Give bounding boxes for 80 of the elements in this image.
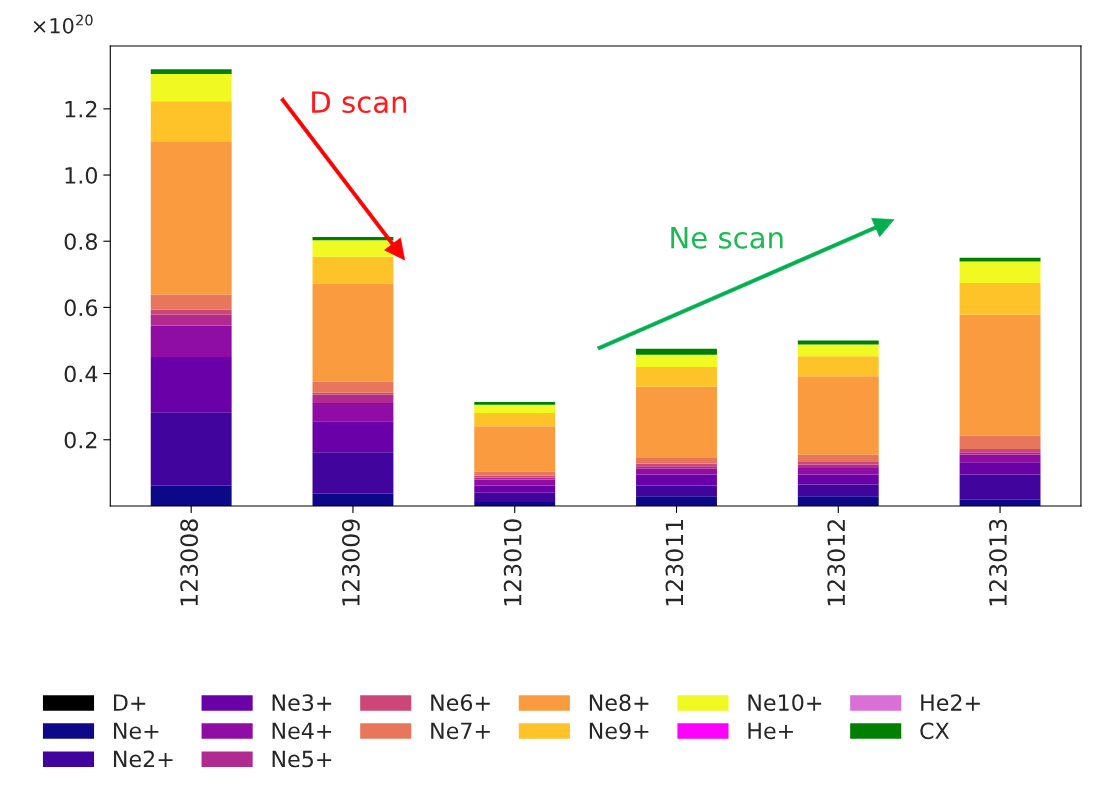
bar	[636, 348, 717, 355]
bar	[474, 402, 556, 405]
x-tick-label: 123009	[341, 519, 360, 606]
legend-label: Ne+	[114, 722, 159, 740]
bar	[312, 240, 394, 257]
bar	[312, 452, 394, 494]
x-tick-label: 123010	[503, 519, 522, 606]
text: ×10$^{20}$	[33, 14, 93, 34]
bar	[150, 325, 232, 358]
bar	[636, 366, 717, 387]
bar	[150, 412, 232, 486]
legend-label: Ne2+	[114, 750, 173, 768]
bar	[636, 496, 717, 506]
x-tick-label: 123011	[665, 519, 684, 606]
bar	[312, 283, 394, 382]
bar	[474, 485, 556, 493]
bar	[636, 386, 717, 458]
x-tick-label: 123013	[989, 519, 1007, 606]
bar	[959, 462, 1041, 475]
bar	[959, 282, 1041, 315]
bar	[150, 314, 232, 326]
bar	[150, 485, 232, 506]
x-tick-label: 123012	[827, 520, 846, 606]
legend-label: Ne8+	[589, 694, 649, 712]
bar	[797, 376, 879, 455]
bar	[797, 454, 879, 462]
bar	[797, 344, 879, 357]
legend-label: He2+	[921, 694, 980, 712]
legend-label: D+	[114, 694, 146, 711]
bar	[797, 496, 879, 506]
bar	[312, 403, 394, 422]
y-tick-label: 1.2	[65, 100, 97, 118]
legend-label: CX	[920, 722, 950, 740]
bar	[312, 394, 394, 404]
bar	[636, 485, 717, 497]
legend-label: Ne7+	[431, 722, 490, 740]
legend-label: Ne9+	[589, 722, 649, 740]
bar	[636, 457, 717, 464]
bar	[150, 101, 232, 142]
bar	[474, 412, 556, 427]
legend-label: Ne3+	[272, 694, 332, 712]
bar	[797, 467, 879, 475]
y-tick-label: 1.0	[65, 166, 98, 184]
bar	[474, 479, 556, 486]
y-tick-label: 0.6	[64, 299, 98, 317]
bar	[474, 426, 556, 472]
y-tick-label: 0.2	[64, 431, 97, 449]
bar	[150, 74, 232, 102]
legend-label: Ne10+	[748, 694, 822, 712]
bar	[797, 356, 879, 377]
bar	[150, 357, 232, 413]
legend-label: Ne5+	[272, 750, 332, 768]
bar	[797, 484, 879, 497]
bar	[150, 309, 232, 315]
bar	[959, 261, 1041, 283]
bar	[474, 471, 556, 476]
bar	[150, 141, 232, 295]
bar	[959, 454, 1041, 463]
legend-label: Ne4+	[272, 722, 332, 740]
legend-label: He+	[748, 722, 793, 740]
bar	[150, 294, 232, 310]
bar	[312, 381, 394, 393]
annotation: D scan	[312, 91, 407, 114]
bar	[312, 421, 394, 453]
bar	[797, 340, 879, 345]
annotation: Ne scan	[671, 227, 783, 249]
bar	[797, 474, 879, 485]
bar	[959, 435, 1041, 450]
y-tick-label: 0.4	[64, 365, 98, 383]
y-tick-label: 0.8	[64, 233, 97, 250]
bar	[959, 474, 1041, 500]
legend-label: Ne6+	[431, 694, 490, 712]
bar	[636, 474, 717, 486]
bar	[312, 256, 394, 284]
x-tick-label: 123008	[180, 519, 199, 606]
bar	[474, 404, 556, 413]
bar	[959, 314, 1041, 436]
bar	[636, 354, 717, 367]
bar	[474, 492, 556, 502]
bar	[150, 69, 232, 75]
